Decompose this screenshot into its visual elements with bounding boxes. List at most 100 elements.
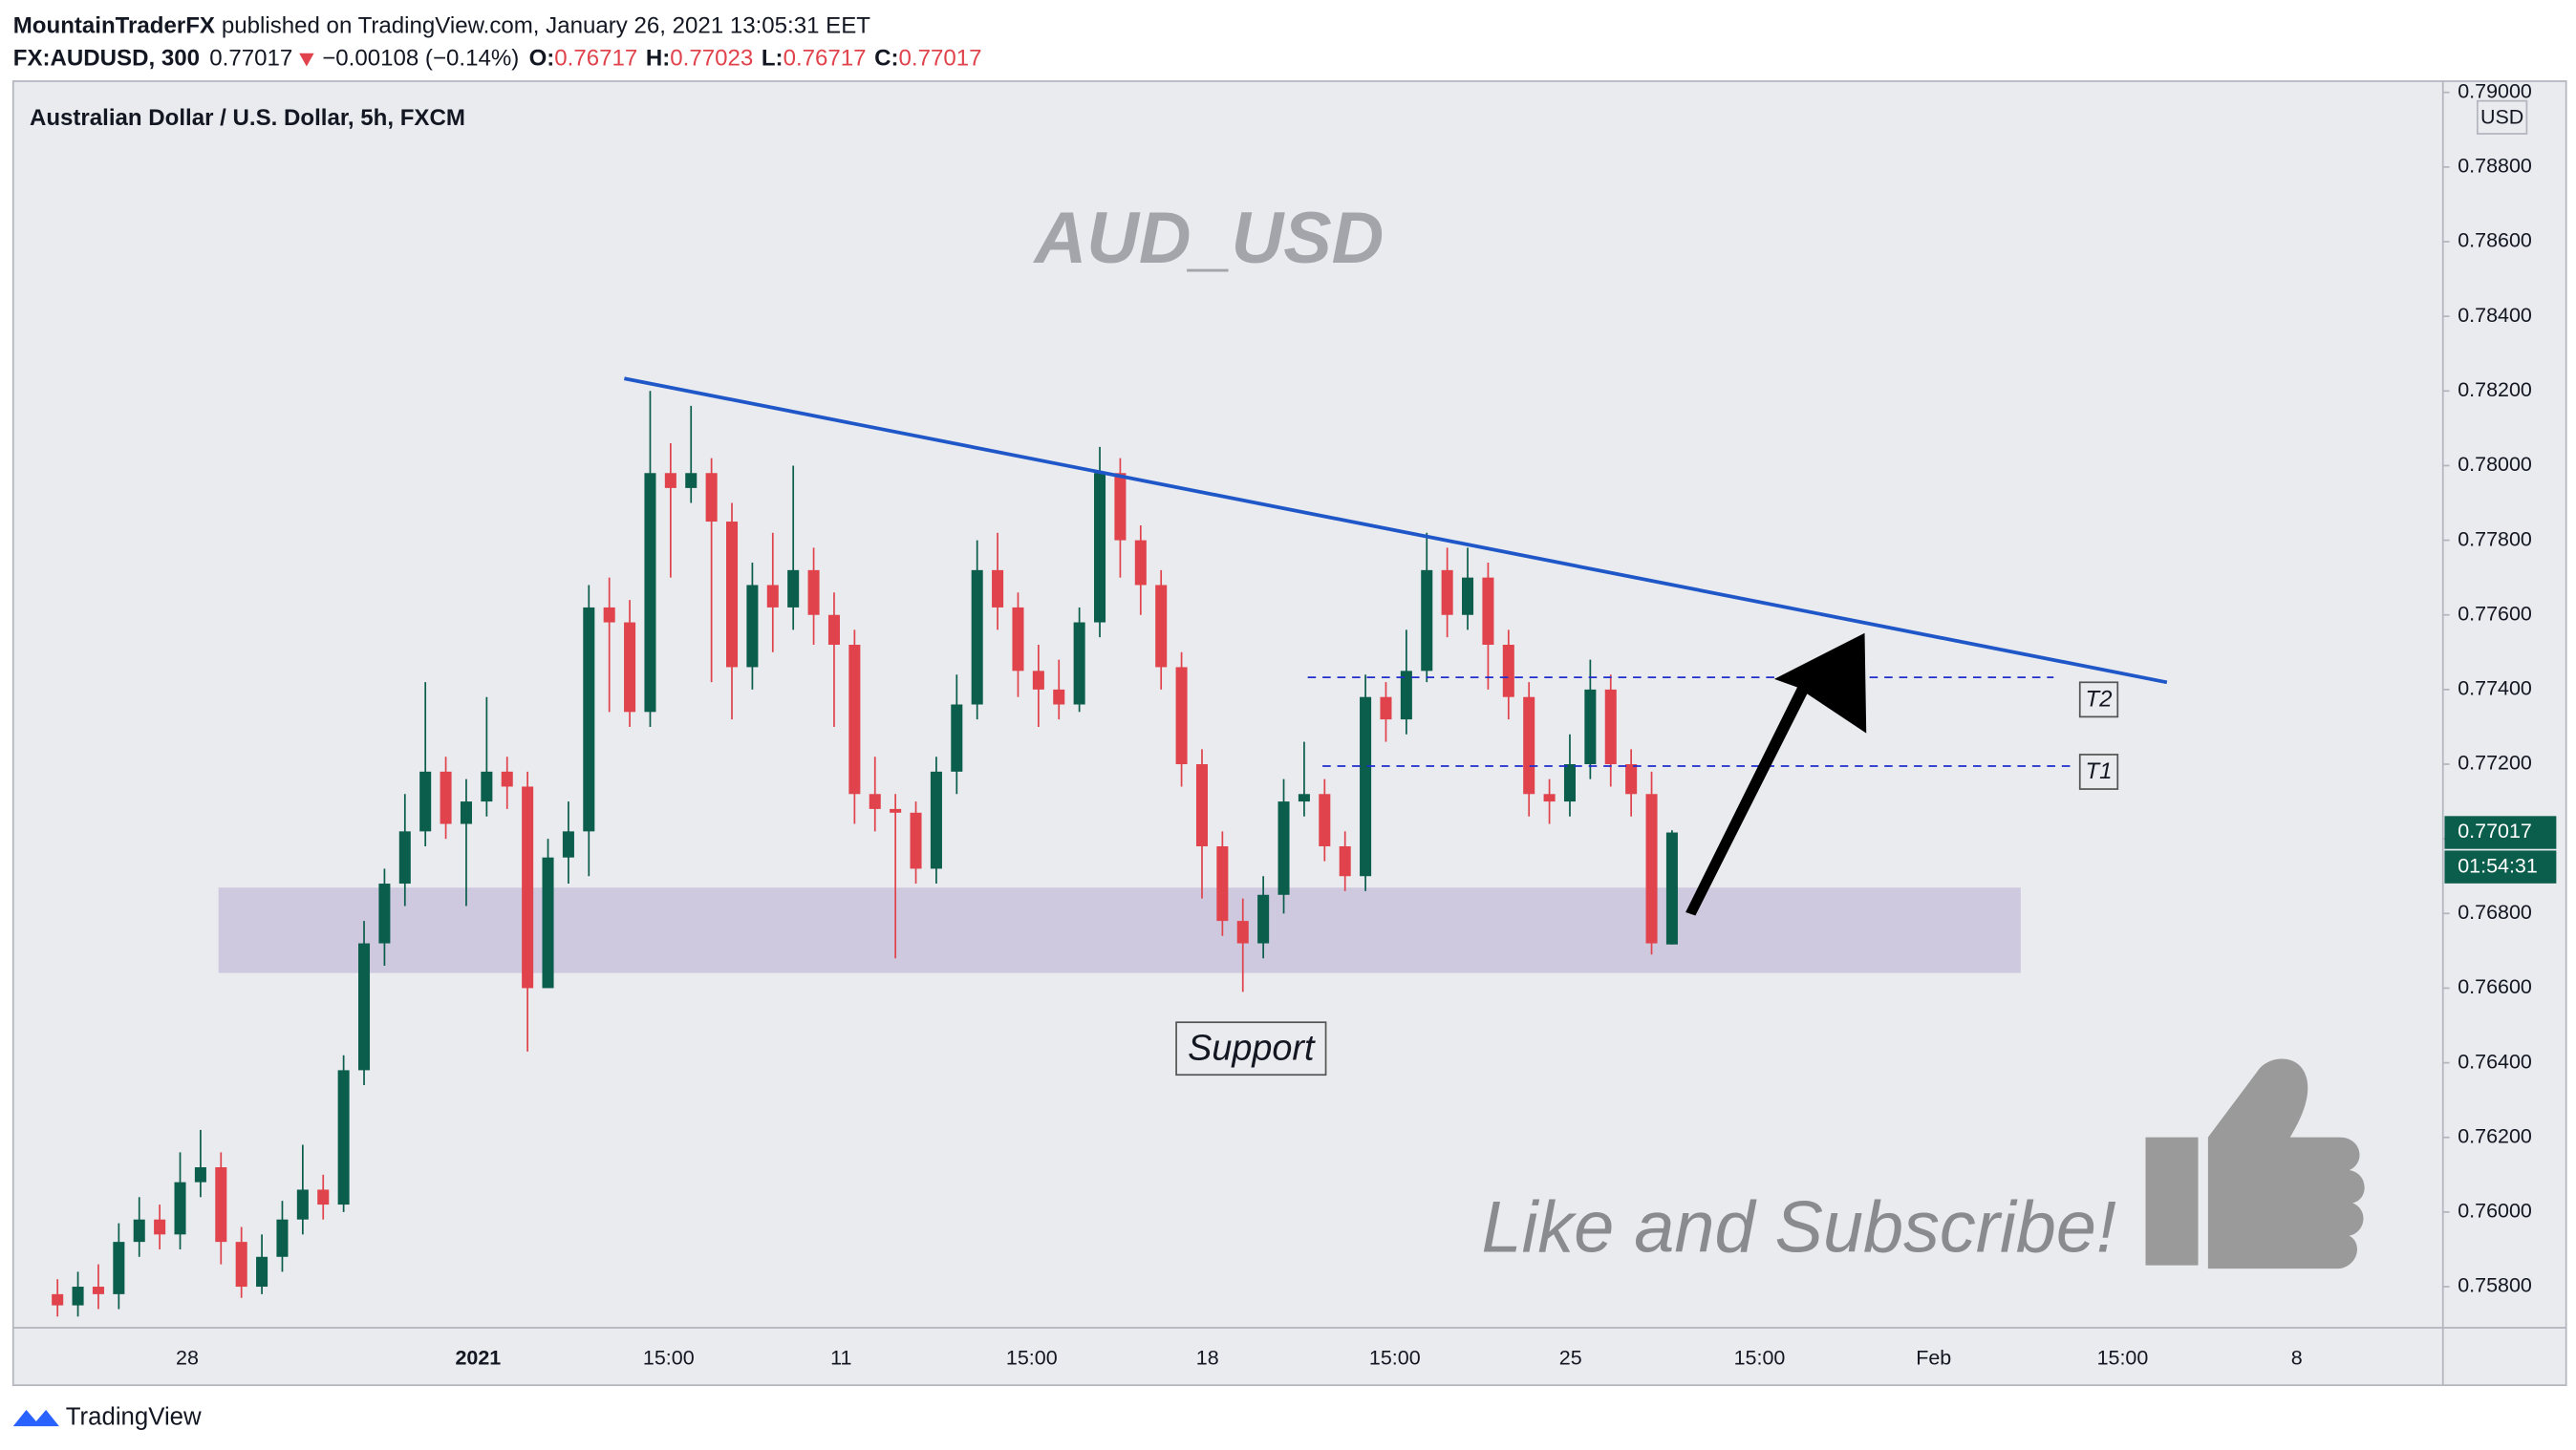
ohlc-key: L: <box>762 46 784 72</box>
candle-body <box>869 794 881 809</box>
candle-body <box>766 585 779 608</box>
candle-body <box>1094 473 1106 623</box>
y-tick-label: 0.75800 <box>2458 1274 2532 1297</box>
candle-body <box>1645 794 1658 944</box>
candle-body <box>746 585 759 668</box>
candle-body <box>1195 764 1208 846</box>
candle-body <box>1155 585 1168 668</box>
publisher: MountainTraderFX <box>13 13 215 39</box>
x-tick-label: 15:00 <box>1006 1346 1058 1369</box>
x-tick-label: Feb <box>1916 1346 1951 1369</box>
candle-body <box>296 1189 309 1220</box>
candle-body <box>1114 473 1127 541</box>
y-tick-label: 0.78800 <box>2458 155 2532 178</box>
currency: USD <box>2480 105 2523 128</box>
change: −0.00108 (−0.14%) <box>322 46 519 72</box>
candle-body <box>1523 696 1535 795</box>
candle-body <box>1502 644 1514 697</box>
candle-body <box>1032 671 1044 690</box>
last-price: 0.77017 <box>209 46 292 72</box>
candle-body <box>910 812 922 869</box>
footer-logo: TradingView <box>12 1403 202 1430</box>
symbol-line: FX:AUDUSD, 300 0.77017 −0.00108 (−0.14%) O:… <box>13 46 982 72</box>
published: published on TradingView.com, January 26… <box>222 13 870 39</box>
brand: TradingView <box>66 1403 202 1430</box>
candle-body <box>1665 832 1678 945</box>
candle-body <box>215 1167 227 1243</box>
x-tick-label: 15:00 <box>2097 1346 2149 1369</box>
low-value: 0.76717 <box>784 46 867 72</box>
y-tick-label: 0.79000 <box>2458 79 2532 102</box>
candle-body <box>1236 921 1249 944</box>
t1-box <box>2078 754 2119 790</box>
candle-body <box>562 831 574 858</box>
support-label: Support <box>1188 1028 1316 1068</box>
y-tick-label: 0.76000 <box>2458 1200 2532 1223</box>
candle-body <box>378 884 391 944</box>
candle-body <box>705 473 718 522</box>
candle-body <box>52 1293 64 1306</box>
open-value: 0.76717 <box>554 46 637 72</box>
thumbs-up-icon <box>2145 1058 2365 1269</box>
candle-body <box>1257 894 1270 944</box>
candle-body <box>113 1242 125 1294</box>
currency-box <box>2476 99 2528 135</box>
ohlc-key: O: <box>529 46 555 72</box>
candle-body <box>685 473 698 488</box>
y-tick-label: 0.77600 <box>2458 602 2532 625</box>
candle-body <box>1380 696 1392 720</box>
y-tick-label: 0.78400 <box>2458 304 2532 327</box>
y-tick-label: 0.76200 <box>2458 1124 2532 1147</box>
candle-body <box>1298 794 1310 802</box>
candle-body <box>317 1189 330 1205</box>
candle-body <box>133 1219 145 1243</box>
candle-body <box>357 943 371 1071</box>
candle-body <box>1625 764 1638 795</box>
candle-body <box>1400 671 1412 720</box>
candle-body <box>92 1287 104 1294</box>
candle-body <box>890 808 902 813</box>
candle-body <box>583 607 595 832</box>
candle-body <box>1421 569 1433 672</box>
y-tick-label: 0.78000 <box>2458 453 2532 476</box>
candle-body <box>542 857 554 989</box>
y-tick-label: 0.76600 <box>2458 975 2532 998</box>
publish-line: MountainTraderFX published on TradingView… <box>13 13 871 39</box>
x-tick-label: 11 <box>830 1346 851 1369</box>
y-tick-label: 0.78600 <box>2458 229 2532 252</box>
candle-body <box>1604 689 1617 765</box>
candle-body <box>1543 794 1556 802</box>
candle-body <box>1073 622 1085 705</box>
candle-body <box>460 801 472 824</box>
candle-body <box>624 622 636 713</box>
last-price-label: 0.77017 <box>2458 820 2532 842</box>
candle-body <box>276 1219 289 1257</box>
candle-body <box>522 786 534 989</box>
candle-body <box>1339 845 1351 877</box>
candle-body <box>256 1256 268 1288</box>
candle-body <box>827 614 840 645</box>
time-axis: 28 2021 15:00 11 15:00 18 15:00 25 15:00 Feb 15:00… <box>176 1346 2303 1369</box>
candle-body <box>398 831 411 885</box>
candle-body <box>930 771 942 869</box>
candle-body <box>1441 569 1453 615</box>
candle-body <box>1360 696 1372 877</box>
candle-body <box>440 771 452 824</box>
candle-body <box>1012 607 1024 672</box>
candle-body <box>174 1182 186 1235</box>
candle-body <box>1175 667 1188 765</box>
down-arrow-icon <box>299 53 314 67</box>
logo-icon <box>12 1409 59 1427</box>
y-tick-label: 0.78200 <box>2458 378 2532 401</box>
t2-box <box>2078 681 2119 718</box>
candle-body <box>644 473 656 713</box>
x-tick-label: 28 <box>176 1346 199 1369</box>
candle-body <box>992 569 1004 608</box>
candle-body <box>337 1070 350 1205</box>
candle-body <box>951 704 963 772</box>
x-tick-label: 15:00 <box>1734 1346 1786 1369</box>
y-tick-label: 0.77800 <box>2458 527 2532 550</box>
close-value: 0.77017 <box>899 46 982 72</box>
